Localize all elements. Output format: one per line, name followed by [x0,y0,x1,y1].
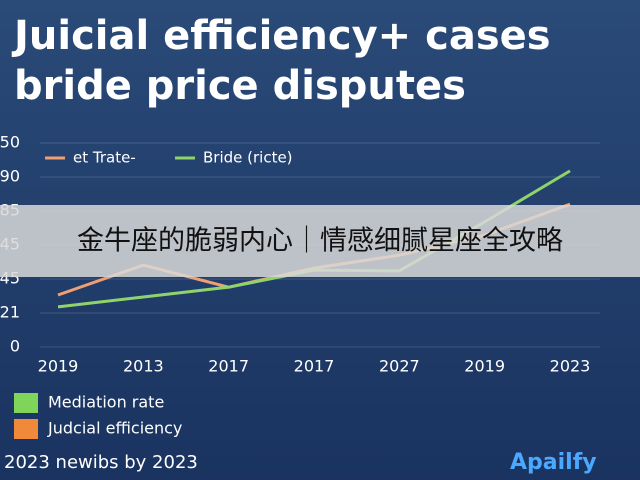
legend-label: Bride (ricte) [203,149,293,167]
legend-label: Mediation rate [48,393,164,412]
x-tick-label: 2019 [464,357,505,376]
legend-swatch [14,393,38,413]
legend-swatch [14,419,38,439]
x-tick-label: 2027 [379,357,420,376]
x-tick-label: 2019 [38,357,79,376]
x-tick-label: 2023 [550,357,591,376]
footer: 2023 newibs by 2023 [4,452,198,473]
legend-label: Judcial efficiency [47,419,182,438]
x-tick-label: 2013 [123,357,164,376]
banner-band [0,205,640,277]
legend-label: et Trate- [73,149,136,167]
chart-title: Juicial efficiency+ cases [11,13,551,59]
chart-title: bride price disputes [14,63,466,109]
y-tick-label: 21 [0,303,20,322]
x-tick-label: 2017 [208,357,249,376]
y-tick-label: 50 [0,133,20,152]
y-tick-label: 90 [0,167,20,186]
banner-text: 金牛座的脆弱内心｜情感细腻星座全攻略 [77,226,563,257]
x-tick-label: 2017 [294,357,335,376]
y-tick-label: 0 [10,337,20,356]
logo: Apailfy [510,450,597,475]
